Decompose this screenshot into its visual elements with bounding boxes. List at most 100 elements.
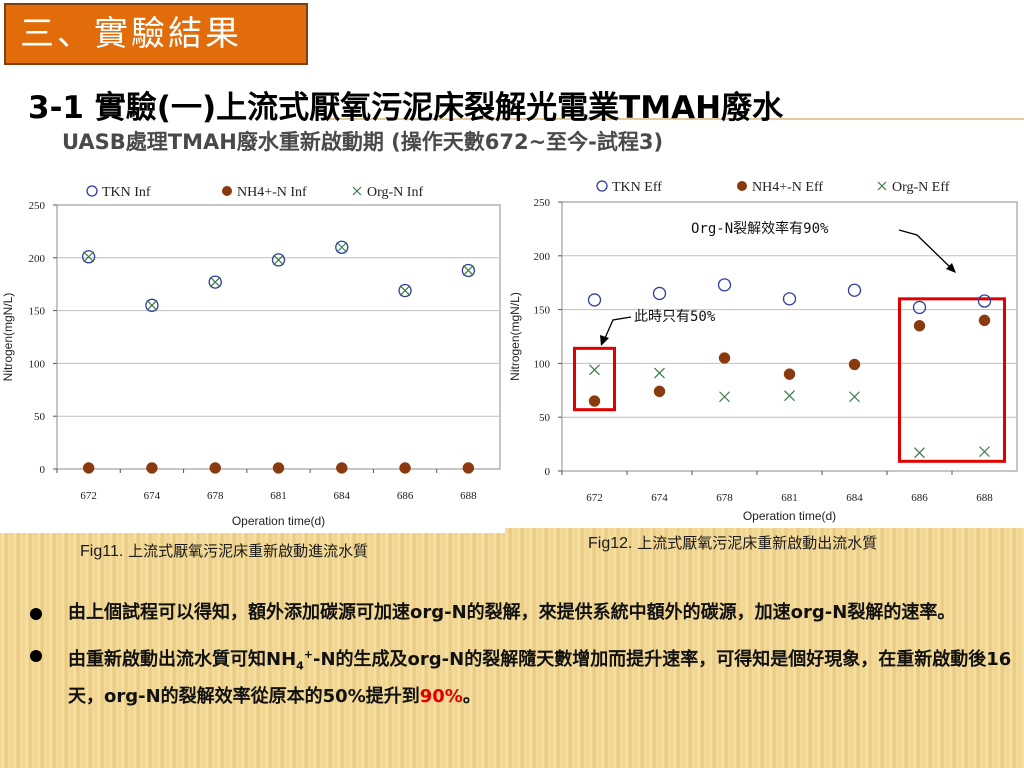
- data-point-2: [336, 241, 348, 253]
- x-tick-label: 681: [781, 492, 798, 504]
- x-tick-label: 684: [334, 490, 351, 502]
- fig11-text: 上流式厭氧污泥床重新啟動進流水質: [128, 542, 369, 560]
- y-tick-label: 50: [539, 412, 551, 424]
- fig12-caption: Fig12. 上流式厭氧污泥床重新啟動出流水質: [588, 532, 988, 555]
- y-tick-label: 250: [534, 197, 551, 209]
- data-point-1: [848, 358, 861, 371]
- bullet-sub: 4: [296, 659, 304, 673]
- x-tick-label: 686: [911, 492, 928, 504]
- data-point-2: [589, 364, 600, 376]
- data-point-0: [398, 283, 412, 298]
- x-tick-label: 678: [716, 492, 733, 504]
- data-point-1: [209, 462, 221, 474]
- x-tick-label: 674: [144, 490, 161, 502]
- y-tick-label: 200: [29, 253, 46, 265]
- data-point-1: [653, 385, 666, 398]
- bullet-dot-icon: [30, 608, 42, 620]
- bullet-list: 由上個試程可以得知，額外添加碳源可加速org-N的裂解，來提供系統中額外的碳源，…: [30, 598, 1020, 724]
- bullet-text-2a: 由重新啟動出流水質可知NH: [68, 649, 297, 670]
- data-point-2: [83, 251, 95, 263]
- legend-marker: [86, 185, 98, 197]
- x-tick-label: 672: [80, 490, 97, 502]
- x-tick-label: 678: [207, 490, 224, 502]
- data-point-2: [979, 446, 990, 458]
- data-point-1: [588, 395, 601, 407]
- fig11-caption: Fig11. 上流式厭氧污泥床重新啟動進流水質: [80, 540, 480, 563]
- data-point-1: [913, 319, 926, 332]
- data-point-0: [587, 293, 602, 307]
- data-point-1: [336, 462, 348, 474]
- data-point-2: [849, 391, 860, 403]
- x-tick-label: 686: [397, 490, 414, 502]
- chart-svg-1: 0 50 100 150 200 250 672 674 678 681 684 686 688 Oper…: [1, 185, 501, 528]
- data-point-1: [978, 314, 991, 327]
- bullet-sup: +: [303, 648, 314, 661]
- annotation-arrow: [604, 316, 632, 339]
- data-point-0: [652, 286, 667, 301]
- slide-title: 3-1 實驗(一)上流式厭氧污泥床裂解光電業TMAH廢水: [28, 90, 784, 126]
- section-badge: 三、實驗結果: [4, 3, 308, 65]
- chart-influent: 0 50 100 150 200 250 672 674 678 681 684 686 688 Oper…: [0, 175, 505, 533]
- data-point-0: [461, 263, 476, 278]
- x-axis-label: Operation time(d): [232, 514, 325, 528]
- bullet-dot-icon: [30, 650, 42, 662]
- data-point-1: [783, 368, 796, 380]
- y-tick-label: 150: [29, 306, 46, 318]
- y-tick-label: 100: [534, 358, 551, 370]
- bullet-highlight: 90%: [419, 685, 463, 707]
- chart-svg-2: 0 50 100 150 200 250 672 674 678 681 684 686 688 Oper…: [508, 180, 1018, 523]
- legend-marker: [877, 181, 887, 191]
- data-point-2: [146, 299, 158, 311]
- footer-background: [0, 525, 1024, 768]
- legend-marker: [222, 186, 232, 196]
- legend-label: TKN Inf: [102, 185, 151, 200]
- legend-label: Org-N Eff: [892, 180, 950, 195]
- annotation-arrow: [898, 229, 952, 269]
- data-point-2: [209, 276, 221, 288]
- y-tick-label: 100: [29, 358, 46, 370]
- data-point-2: [462, 265, 474, 276]
- x-tick-label: 688: [976, 492, 993, 504]
- y-tick-label: 0: [545, 466, 551, 478]
- annotation-label: 此時只有50%: [634, 309, 716, 325]
- bullet-text-2c: 。: [462, 685, 481, 707]
- legend-label: NH4+-N Inf: [237, 185, 307, 200]
- fig11-label: Fig11.: [80, 543, 124, 560]
- bullet-text-1: 由上個試程可以得知，額外添加碳源可加速org-N的裂解，來提供系統中額外的碳源，…: [68, 602, 956, 623]
- data-point-2: [654, 367, 665, 379]
- chart-effluent: 0 50 100 150 200 250 672 674 678 681 684 686 688 Oper…: [505, 168, 1024, 528]
- data-point-1: [82, 462, 95, 474]
- x-axis-label: Operation time(d): [743, 509, 836, 523]
- x-tick-label: 681: [270, 490, 287, 502]
- data-point-0: [271, 253, 286, 267]
- x-tick-label: 684: [846, 492, 863, 504]
- annotation-label: Org-N裂解效率有90%: [691, 220, 829, 237]
- data-point-1: [462, 462, 475, 474]
- data-point-1: [146, 462, 158, 474]
- data-point-0: [145, 298, 159, 312]
- data-point-1: [718, 352, 731, 364]
- data-point-0: [717, 278, 732, 292]
- y-tick-label: 50: [34, 411, 46, 423]
- data-point-0: [335, 240, 349, 254]
- legend-label: Org-N Inf: [367, 185, 423, 200]
- legend-label: TKN Eff: [612, 180, 662, 195]
- y-tick-label: 200: [534, 251, 551, 263]
- y-axis-label: Nitrogen(mgN/L): [508, 292, 522, 381]
- x-tick-label: 674: [651, 492, 668, 504]
- plot-area: [56, 204, 501, 470]
- y-tick-label: 250: [29, 200, 46, 212]
- title-underline: [330, 118, 1024, 120]
- y-axis-label: Nitrogen(mgN/L): [1, 293, 15, 382]
- data-point-0: [912, 300, 927, 315]
- highlight-box: [898, 297, 1006, 463]
- data-point-0: [782, 292, 797, 306]
- data-point-1: [272, 462, 285, 474]
- fig12-label: Fig12.: [588, 535, 633, 552]
- plot-area: [561, 201, 1018, 472]
- data-point-0: [847, 283, 862, 297]
- data-point-2: [399, 285, 411, 296]
- data-point-0: [81, 250, 96, 264]
- bullet-text-2b: -N的生成及org-N的裂解隨天數增加而提升速率，可得知是個好現象，在重新啟動後…: [68, 649, 1012, 707]
- y-tick-label: 0: [40, 464, 46, 476]
